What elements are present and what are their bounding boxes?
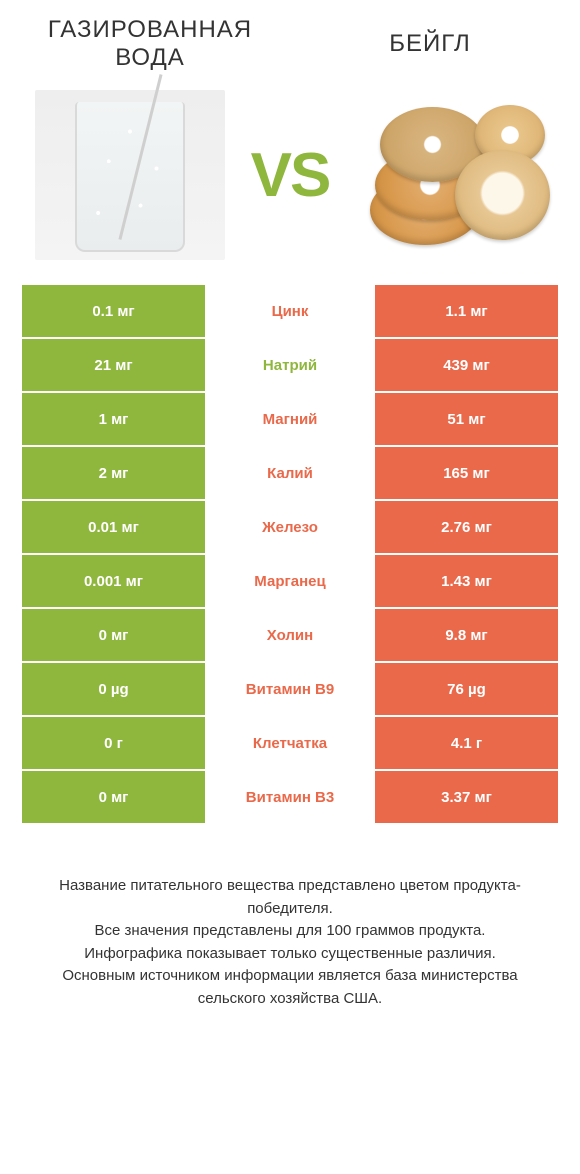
right-value: 1.43 мг: [375, 555, 558, 607]
left-value: 0 мг: [22, 771, 205, 823]
comparison-table: 0.1 мгЦинк1.1 мг21 мгНатрий439 мг1 мгМаг…: [10, 285, 570, 825]
table-row: 0.1 мгЦинк1.1 мг: [22, 285, 558, 339]
table-row: 0 гКлетчатка4.1 г: [22, 717, 558, 771]
left-value: 0 г: [22, 717, 205, 769]
right-value: 165 мг: [375, 447, 558, 499]
table-row: 2 мгКалий165 мг: [22, 447, 558, 501]
nutrient-label: Железо: [205, 501, 375, 553]
infographic: ГАЗИРОВАННАЯ ВОДА БЕЙГЛ VS 0.1 мгЦинк1.1…: [0, 0, 580, 1050]
table-row: 1 мгМагний51 мг: [22, 393, 558, 447]
nutrient-label: Калий: [205, 447, 375, 499]
right-value: 3.37 мг: [375, 771, 558, 823]
right-value: 1.1 мг: [375, 285, 558, 337]
footnote-line: Название питательного вещества представл…: [30, 875, 550, 920]
right-value: 51 мг: [375, 393, 558, 445]
footnote-line: Основным источником информации является …: [30, 965, 550, 1010]
header: ГАЗИРОВАННАЯ ВОДА БЕЙГЛ: [10, 16, 570, 79]
nutrient-label: Витамин B3: [205, 771, 375, 823]
right-product-image: [350, 85, 550, 265]
table-row: 21 мгНатрий439 мг: [22, 339, 558, 393]
left-value: 2 мг: [22, 447, 205, 499]
table-row: 0 µgВитамин B976 µg: [22, 663, 558, 717]
right-value: 9.8 мг: [375, 609, 558, 661]
footnotes: Название питательного вещества представл…: [10, 825, 570, 1010]
right-value: 2.76 мг: [375, 501, 558, 553]
nutrient-label: Марганец: [205, 555, 375, 607]
footnote-line: Все значения представлены для 100 граммо…: [30, 920, 550, 943]
left-value: 0.001 мг: [22, 555, 205, 607]
right-product-title: БЕЙГЛ: [310, 16, 550, 58]
nutrient-label: Клетчатка: [205, 717, 375, 769]
right-value: 439 мг: [375, 339, 558, 391]
left-value: 21 мг: [22, 339, 205, 391]
table-row: 0 мгВитамин B33.37 мг: [22, 771, 558, 825]
right-value: 4.1 г: [375, 717, 558, 769]
left-value: 0 µg: [22, 663, 205, 715]
left-value: 0.1 мг: [22, 285, 205, 337]
nutrient-label: Холин: [205, 609, 375, 661]
left-value: 0.01 мг: [22, 501, 205, 553]
table-row: 0.001 мгМарганец1.43 мг: [22, 555, 558, 609]
table-row: 0 мгХолин9.8 мг: [22, 609, 558, 663]
left-product-title: ГАЗИРОВАННАЯ ВОДА: [30, 16, 270, 71]
nutrient-label: Магний: [205, 393, 375, 445]
left-value: 0 мг: [22, 609, 205, 661]
table-row: 0.01 мгЖелезо2.76 мг: [22, 501, 558, 555]
nutrient-label: Натрий: [205, 339, 375, 391]
nutrient-label: Витамин B9: [205, 663, 375, 715]
right-value: 76 µg: [375, 663, 558, 715]
nutrient-label: Цинк: [205, 285, 375, 337]
vs-label: VS: [251, 140, 330, 211]
images-row: VS: [10, 79, 570, 285]
left-product-image: [30, 85, 230, 265]
footnote-line: Инфографика показывает только существенн…: [30, 943, 550, 966]
left-value: 1 мг: [22, 393, 205, 445]
